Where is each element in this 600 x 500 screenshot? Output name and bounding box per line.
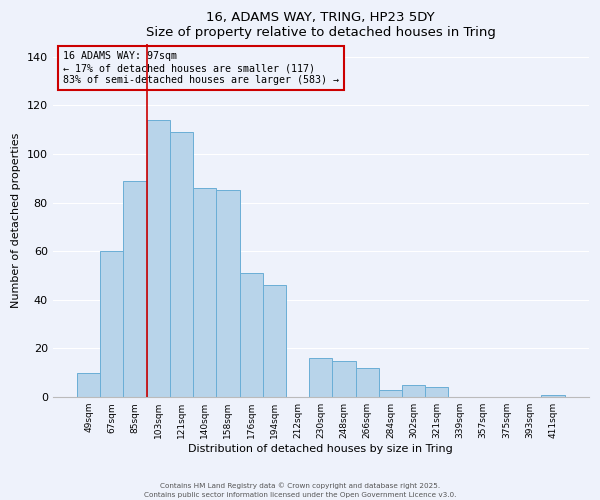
X-axis label: Distribution of detached houses by size in Tring: Distribution of detached houses by size … [188,444,453,454]
Bar [356,368,379,397]
Y-axis label: Number of detached properties: Number of detached properties [11,133,21,308]
Bar [332,360,356,397]
Text: Contains HM Land Registry data © Crown copyright and database right 2025.
Contai: Contains HM Land Registry data © Crown c… [144,482,456,498]
Bar [379,390,402,397]
Bar [170,132,193,397]
Bar [124,180,146,397]
Bar [239,273,263,397]
Bar [309,358,332,397]
Bar [541,394,565,397]
Bar [100,251,124,397]
Bar [217,190,239,397]
Bar [425,388,448,397]
Bar [193,188,217,397]
Text: 16 ADAMS WAY: 97sqm
← 17% of detached houses are smaller (117)
83% of semi-detac: 16 ADAMS WAY: 97sqm ← 17% of detached ho… [64,52,340,84]
Bar [402,385,425,397]
Bar [263,285,286,397]
Title: 16, ADAMS WAY, TRING, HP23 5DY
Size of property relative to detached houses in T: 16, ADAMS WAY, TRING, HP23 5DY Size of p… [146,11,496,39]
Bar [146,120,170,397]
Bar [77,373,100,397]
